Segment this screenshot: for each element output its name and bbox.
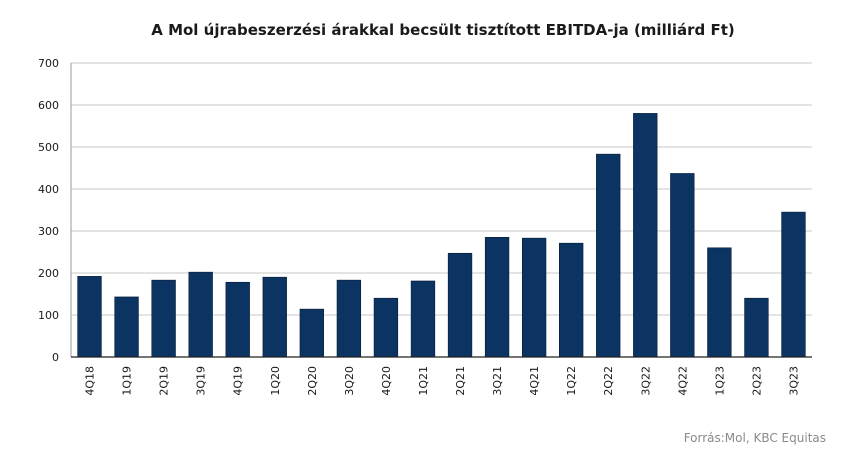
bar-3Q20: [336, 279, 362, 358]
y-tick-label: 200: [38, 267, 59, 280]
x-tick-label: 1Q21: [417, 366, 430, 396]
bar-3Q23: [781, 211, 806, 358]
x-tick-label: 1Q19: [121, 366, 134, 396]
x-axis: 4Q18 1Q19 2Q19 3Q19 4Q19 1Q20 2Q20 3Q20 4Q20 1Q21…: [84, 366, 801, 396]
x-tick-label: 1Q22: [565, 366, 578, 396]
x-tick-label: 3Q23: [787, 366, 800, 396]
y-tick-label: 600: [38, 99, 59, 112]
bar-1Q19: [114, 296, 139, 358]
bar-4Q20: [373, 297, 399, 358]
bar-3Q19: [188, 271, 213, 358]
bar-1Q23: [707, 247, 732, 358]
x-tick-label: 1Q20: [269, 366, 282, 396]
bar-1Q20: [262, 276, 287, 358]
bar-1Q22: [559, 242, 584, 358]
bar-4Q22: [670, 173, 695, 358]
source-note: Forrás:Mol, KBC Equitas: [683, 431, 826, 445]
y-tick-label: 400: [38, 183, 59, 196]
x-tick-label: 2Q22: [602, 366, 615, 396]
x-tick-label: 4Q21: [528, 366, 541, 396]
x-tick-label: 4Q20: [380, 366, 393, 396]
x-tick-label: 2Q21: [454, 366, 467, 396]
y-tick-label: 100: [38, 309, 59, 322]
y-tick-label: 500: [38, 141, 59, 154]
bar-4Q21: [521, 237, 547, 358]
x-tick-label: 1Q23: [713, 366, 726, 396]
bar-3Q22: [633, 113, 658, 358]
bar-4Q18: [77, 276, 102, 358]
chart-title: A Mol újrabeszerzési árakkal becsült tis…: [151, 21, 735, 39]
bar-4Q19: [225, 281, 250, 358]
y-tick-label: 700: [38, 57, 59, 70]
x-tick-label: 2Q20: [306, 366, 319, 396]
bar-3Q21: [484, 237, 510, 358]
gridlines: [71, 62, 812, 316]
x-tick-label: 3Q20: [343, 366, 356, 396]
bars: [77, 113, 806, 358]
x-tick-label: 3Q21: [491, 366, 504, 396]
x-tick-label: 2Q23: [750, 366, 763, 396]
bar-2Q22: [596, 153, 621, 358]
bar-2Q20: [299, 308, 324, 358]
y-tick-label: 0: [52, 351, 59, 364]
x-tick-label: 2Q19: [158, 366, 171, 396]
bar-2Q19: [151, 279, 176, 358]
x-tick-label: 4Q19: [232, 366, 245, 396]
x-tick-label: 3Q22: [639, 366, 652, 396]
y-axis: 0 100 200 300 400 500 600 700: [38, 57, 59, 364]
y-tick-label: 300: [38, 225, 59, 238]
x-tick-label: 4Q22: [676, 366, 689, 396]
bar-2Q23: [744, 297, 769, 358]
bar-2Q21: [447, 252, 473, 358]
x-tick-label: 3Q19: [195, 366, 208, 396]
bar-1Q21: [410, 280, 436, 358]
x-tick-label: 4Q18: [84, 366, 97, 396]
